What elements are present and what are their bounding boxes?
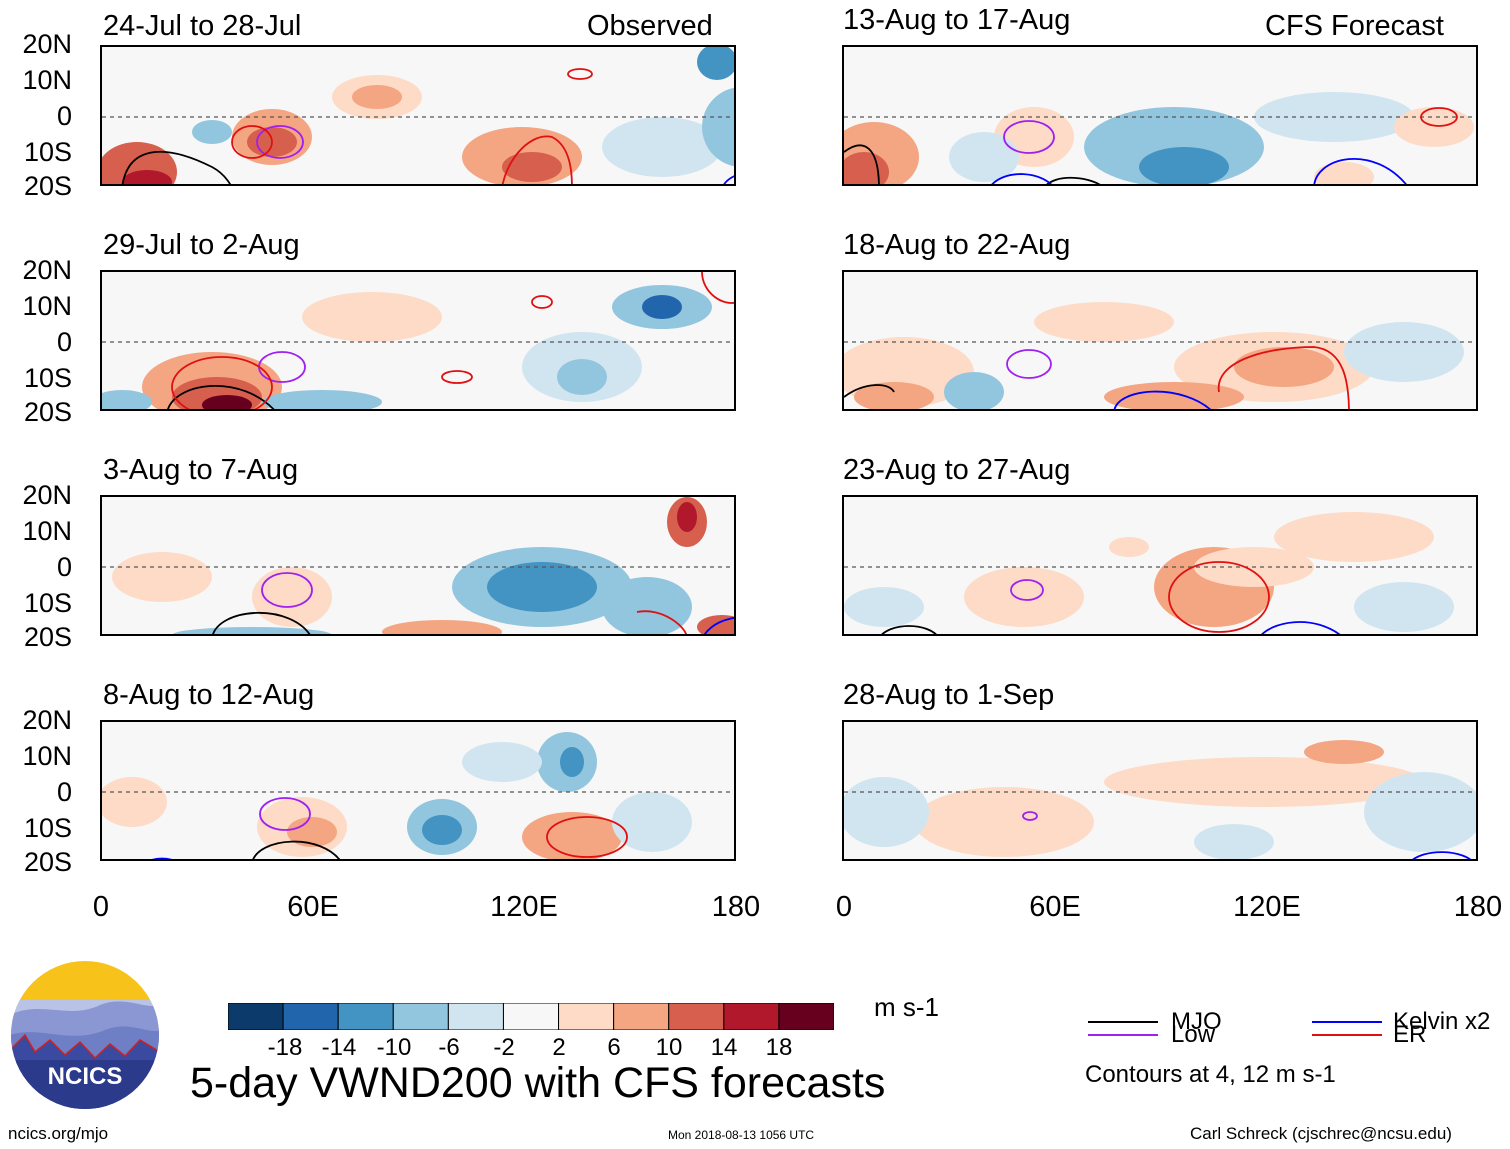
wave-contours [212, 572, 734, 634]
wave-contours [152, 797, 628, 859]
lon-tick: 120E [490, 891, 558, 923]
legend-swatch-mjo [1088, 1021, 1158, 1023]
map-panel-forecast-1 [842, 45, 1478, 186]
lat-tick: 0 [56, 101, 72, 131]
lat-tick: 0 [56, 552, 72, 582]
legend-label-low: Low [1171, 1021, 1216, 1048]
lon-tick: 60E [1029, 891, 1081, 923]
panel-title: 23-Aug to 27-Aug [843, 454, 1071, 486]
panel-title: 3-Aug to 7-Aug [103, 454, 299, 486]
anomaly-shading [844, 92, 1474, 184]
panel-title: 18-Aug to 22-Aug [843, 229, 1071, 261]
wave-contours [167, 272, 734, 409]
panel-title: 28-Aug to 1-Sep [843, 679, 1055, 711]
lat-tick: 20S [23, 397, 72, 427]
colorbar-swatch [613, 1002, 670, 1031]
lat-tick: 10S [23, 137, 72, 167]
colorbar-tick: 10 [655, 1034, 683, 1061]
wave-contours [1022, 811, 1471, 859]
figure-title: 5-day VWND200 with CFS forecasts [190, 1059, 886, 1107]
colorbar-tick: 14 [710, 1034, 738, 1061]
legend-label-mjo: MJO [1171, 1008, 1222, 1035]
anomaly-shading [102, 285, 712, 409]
panel-title: 24-Jul to 28-Jul [103, 10, 302, 42]
lon-tick: 120E [1233, 891, 1301, 923]
map-panel-observed-4 [100, 720, 736, 861]
lon-tick: 60E [287, 891, 339, 923]
colorbar-swatch [392, 1002, 449, 1031]
lat-tick: 20N [22, 29, 72, 59]
map-panel-forecast-4 [842, 720, 1478, 861]
map-panel-forecast-2 [842, 270, 1478, 411]
colorbar-tick: -6 [438, 1034, 460, 1061]
legend-label-kelvin: Kelvin x2 [1393, 1008, 1491, 1035]
colorbar-swatch [668, 1002, 725, 1031]
lon-tick: 0 [92, 891, 110, 923]
anomaly-shading [102, 732, 692, 859]
anomaly-shading [844, 740, 1476, 859]
anomaly-shading [844, 512, 1454, 632]
lat-tick: 10S [23, 363, 72, 393]
colorbar-tick: -14 [321, 1034, 357, 1061]
colorbar-tick: 18 [765, 1034, 793, 1061]
map-panel-observed-2 [100, 270, 736, 411]
colorbar-swatch [502, 1002, 560, 1031]
lon-tick: 180 [711, 891, 761, 923]
colorbar-tick: 6 [607, 1034, 621, 1061]
panel-title: 8-Aug to 12-Aug [103, 679, 315, 711]
forecast-label: CFS Forecast [1265, 10, 1444, 42]
logo-text: NCICS [48, 1063, 123, 1090]
panel-title: 29-Jul to 2-Aug [103, 229, 300, 261]
legend-swatch-er [1312, 1034, 1382, 1036]
wave-contours [881, 561, 1341, 634]
colorbar-tick: 2 [552, 1034, 566, 1061]
lat-tick: 10N [22, 291, 72, 321]
wave-contours [121, 68, 734, 184]
anomaly-shading [844, 302, 1464, 409]
colorbar-swatch [227, 1002, 284, 1031]
colorbar-swatch [723, 1002, 780, 1031]
colorbar [227, 1002, 835, 1031]
colorbar-swatch [778, 1002, 835, 1031]
lat-tick: 20S [23, 171, 72, 201]
footer-timestamp: Mon 2018-08-13 1056 UTC [668, 1128, 815, 1142]
legend-swatch-low [1088, 1034, 1158, 1036]
lat-tick: 20N [22, 480, 72, 510]
colorbar-swatch [447, 1002, 504, 1031]
colorbar-swatch [282, 1002, 339, 1031]
lat-tick: 20S [23, 622, 72, 652]
colorbar-tick: -10 [376, 1034, 412, 1061]
colorbar-units: m s-1 [874, 992, 939, 1022]
lat-tick: 10S [23, 813, 72, 843]
lat-tick: 10S [23, 588, 72, 618]
wave-contours [844, 107, 1458, 184]
lon-tick: 0 [835, 891, 853, 923]
lat-tick: 20S [23, 847, 72, 877]
map-panel-forecast-3 [842, 495, 1478, 636]
colorbar-swatch [337, 1002, 394, 1031]
colorbar-tick: -18 [267, 1034, 303, 1061]
footer-url[interactable]: ncics.org/mjo [8, 1124, 109, 1143]
footer-credit: Carl Schreck (cjschrec@ncsu.edu) [1190, 1124, 1452, 1143]
lat-tick: 20N [22, 705, 72, 735]
lat-tick: 10N [22, 741, 72, 771]
panel-title: 13-Aug to 17-Aug [843, 4, 1071, 36]
colorbar-tick: -2 [493, 1034, 515, 1061]
ncics-logo: NCICS [10, 960, 160, 1110]
lat-tick: 20N [22, 255, 72, 285]
legend-label-er: ER [1393, 1021, 1427, 1048]
colorbar-swatch [558, 1002, 615, 1031]
legend-swatch-kelvin [1312, 1021, 1382, 1023]
lat-tick: 10N [22, 516, 72, 546]
observed-label: Observed [587, 10, 713, 42]
lat-tick: 0 [56, 327, 72, 357]
wave-contours [844, 346, 1350, 409]
lon-tick: 180 [1453, 891, 1503, 923]
lat-tick: 10N [22, 65, 72, 95]
map-panel-observed-3 [100, 495, 736, 636]
map-panel-observed-1 [100, 45, 736, 186]
lat-tick: 0 [56, 777, 72, 807]
legend-note: Contours at 4, 12 m s-1 [1085, 1061, 1336, 1088]
